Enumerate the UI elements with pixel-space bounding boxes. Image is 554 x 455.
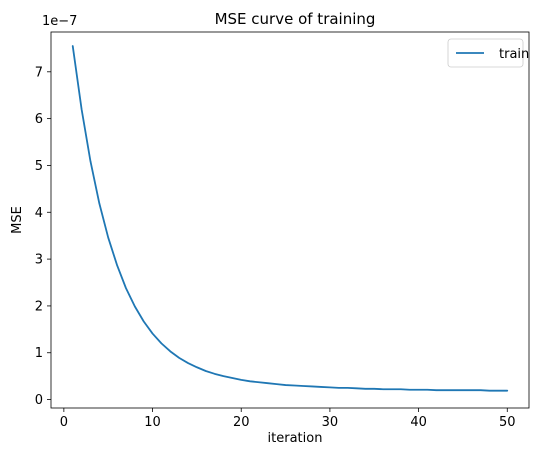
x-axis: 0 10 20 30 40 50 [60, 408, 516, 430]
y-axis: 0 1 2 3 4 5 6 7 [35, 65, 51, 408]
y-offset-label: 1e−7 [42, 14, 77, 29]
chart-title: MSE curve of training [215, 10, 376, 28]
x-tick-label: 40 [410, 415, 427, 430]
series-line-train [71, 45, 509, 392]
x-tick-label: 0 [60, 415, 68, 430]
y-tick-label: 1 [35, 346, 43, 361]
x-tick-label: 20 [233, 415, 250, 430]
y-tick-label: 4 [35, 206, 43, 221]
x-tick-label: 50 [499, 415, 516, 430]
y-tick-label: 7 [35, 65, 43, 80]
plot-frame [50, 31, 530, 409]
x-axis-label: iteration [268, 431, 323, 446]
series-layer [71, 45, 509, 392]
y-tick-label: 2 [35, 299, 43, 314]
y-axis-label: MSE [10, 206, 25, 234]
y-tick-label: 6 [35, 112, 43, 127]
y-tick-label: 3 [35, 253, 43, 268]
legend-box [447, 38, 524, 68]
x-tick-label: 30 [322, 415, 339, 430]
plot-area: 0 10 20 30 40 50 0 1 2 3 4 5 6 7 [35, 31, 530, 430]
y-tick-label: 0 [35, 393, 43, 408]
legend-label-train: train [499, 47, 529, 62]
y-tick-label: 5 [35, 159, 43, 174]
x-tick-label: 10 [144, 415, 161, 430]
legend: train [447, 38, 529, 68]
